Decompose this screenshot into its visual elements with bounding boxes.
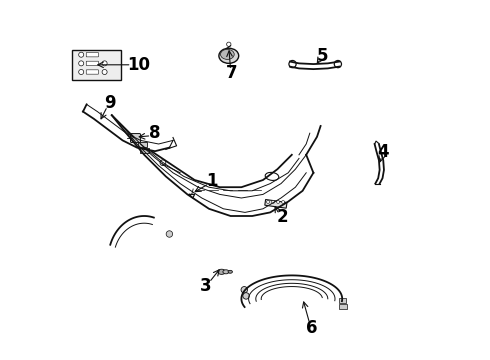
Bar [265, 199, 287, 208]
Circle shape [160, 160, 166, 166]
FancyBboxPatch shape [86, 61, 98, 66]
Text: 2: 2 [276, 208, 288, 226]
FancyBboxPatch shape [72, 50, 121, 80]
Circle shape [289, 60, 296, 68]
Text: 7: 7 [225, 64, 237, 82]
Ellipse shape [228, 270, 232, 273]
Bar [138, 142, 147, 147]
FancyBboxPatch shape [130, 134, 141, 143]
Bar [140, 148, 148, 153]
Ellipse shape [223, 270, 229, 274]
Text: 6: 6 [306, 319, 318, 337]
Text: 10: 10 [127, 56, 150, 74]
Circle shape [79, 69, 84, 75]
Circle shape [243, 293, 249, 299]
Text: 5: 5 [316, 47, 328, 65]
Text: 4: 4 [377, 143, 389, 161]
Circle shape [79, 61, 84, 66]
FancyBboxPatch shape [86, 53, 98, 57]
Text: 3: 3 [199, 277, 211, 295]
Circle shape [271, 201, 274, 203]
Circle shape [166, 231, 172, 237]
Bar [339, 304, 346, 309]
Circle shape [334, 60, 342, 68]
Text: 9: 9 [104, 94, 116, 112]
Circle shape [241, 287, 247, 293]
Text: 8: 8 [149, 124, 161, 142]
Ellipse shape [218, 269, 225, 274]
Circle shape [277, 201, 280, 203]
Circle shape [102, 61, 107, 66]
FancyBboxPatch shape [86, 70, 98, 74]
Ellipse shape [219, 48, 239, 63]
Circle shape [79, 52, 84, 57]
Text: 1: 1 [206, 172, 218, 190]
Circle shape [102, 69, 107, 75]
Bar [339, 298, 346, 303]
Circle shape [267, 201, 270, 203]
Circle shape [227, 42, 231, 46]
Circle shape [282, 201, 285, 203]
Ellipse shape [220, 49, 234, 59]
